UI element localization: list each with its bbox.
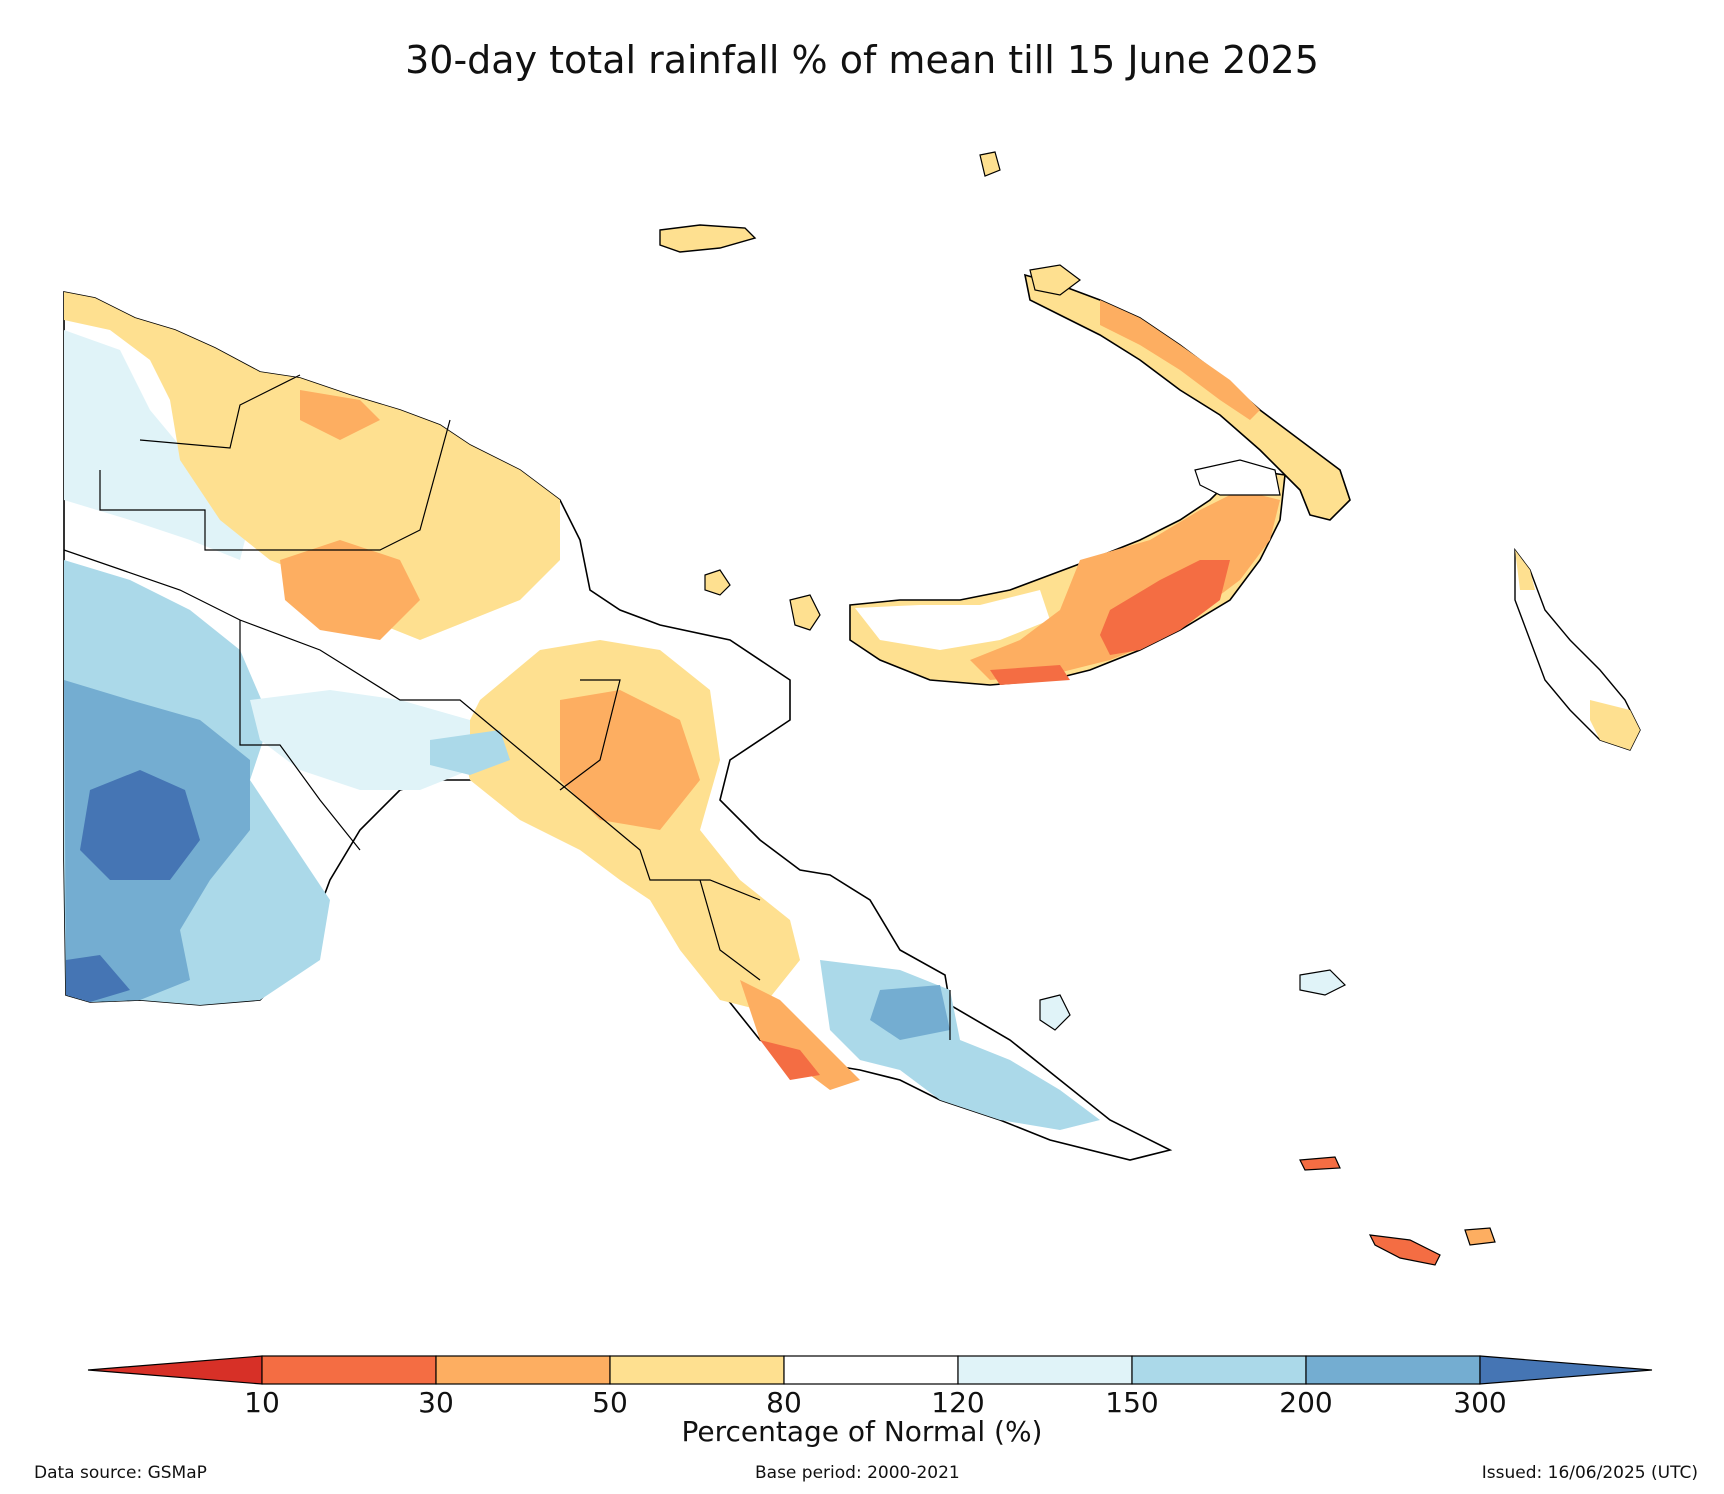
zone-southeast-blue bbox=[820, 960, 1100, 1130]
bougainville-yellow-s bbox=[1590, 700, 1640, 750]
zone-north-yellow bbox=[64, 292, 560, 640]
new-ireland-orange bbox=[1100, 300, 1260, 420]
new-britain-orange bbox=[970, 490, 1280, 680]
new-britain-red bbox=[1100, 560, 1230, 655]
mussau bbox=[979, 151, 1001, 177]
colorbar-bin-80-120 bbox=[783, 1355, 959, 1385]
zone-east-orange bbox=[740, 980, 860, 1090]
zone-east-redorange bbox=[760, 1040, 820, 1080]
colorbar-bin-200-300 bbox=[1305, 1355, 1481, 1385]
colorbar-extend-high bbox=[1479, 1355, 1653, 1385]
mainland bbox=[63, 291, 1173, 1161]
new-ireland bbox=[1023, 273, 1351, 521]
gazelle-white bbox=[1194, 459, 1281, 496]
zone-southeast-blue-mid bbox=[870, 985, 950, 1040]
zone-lightblue-mid bbox=[250, 690, 470, 790]
new-britain-red-south bbox=[990, 665, 1070, 685]
zone-west-blue-dark bbox=[80, 770, 200, 880]
new-britain bbox=[849, 459, 1286, 686]
new-ireland-base bbox=[1023, 273, 1351, 521]
map-title: 30-day total rainfall % of mean till 15 … bbox=[405, 38, 1319, 82]
zone-north-orange bbox=[280, 540, 420, 640]
rossel bbox=[1464, 1227, 1496, 1246]
sudest bbox=[1368, 1234, 1441, 1266]
misima bbox=[1299, 1156, 1341, 1171]
colorbar-bin-10-30 bbox=[261, 1355, 437, 1385]
karkar bbox=[704, 569, 731, 596]
province-boundaries bbox=[63, 374, 951, 1040]
long-island bbox=[789, 594, 821, 631]
colorbar-bin-50-80 bbox=[609, 1355, 785, 1385]
new-hanover bbox=[1029, 264, 1081, 296]
manus-island bbox=[659, 224, 757, 253]
base-period: Base period: 2000-2021 bbox=[755, 1463, 960, 1483]
goodenough-islands bbox=[1039, 994, 1071, 1031]
bougainville-yellow-n bbox=[1515, 550, 1535, 590]
data-source: Data source: GSMaP bbox=[34, 1463, 207, 1483]
colorbar bbox=[87, 1355, 1653, 1385]
zone-central-orange bbox=[560, 690, 700, 830]
woodlark bbox=[1299, 969, 1347, 996]
zone-west-dark-south bbox=[66, 955, 130, 1002]
zone-north-orange-2 bbox=[300, 390, 380, 440]
colorbar-bin-30-50 bbox=[435, 1355, 611, 1385]
colorbar-bin-150-200 bbox=[1131, 1355, 1307, 1385]
colorbar-bin-120-150 bbox=[957, 1355, 1133, 1385]
issued-date: Issued: 16/06/2025 (UTC) bbox=[1481, 1463, 1698, 1483]
zone-lightblue-patch bbox=[430, 730, 510, 775]
zone-west-lightblue-north bbox=[64, 330, 250, 560]
new-britain-north-white bbox=[855, 590, 1050, 650]
colorbar-extend-low bbox=[87, 1355, 263, 1385]
islands bbox=[659, 151, 1641, 1266]
